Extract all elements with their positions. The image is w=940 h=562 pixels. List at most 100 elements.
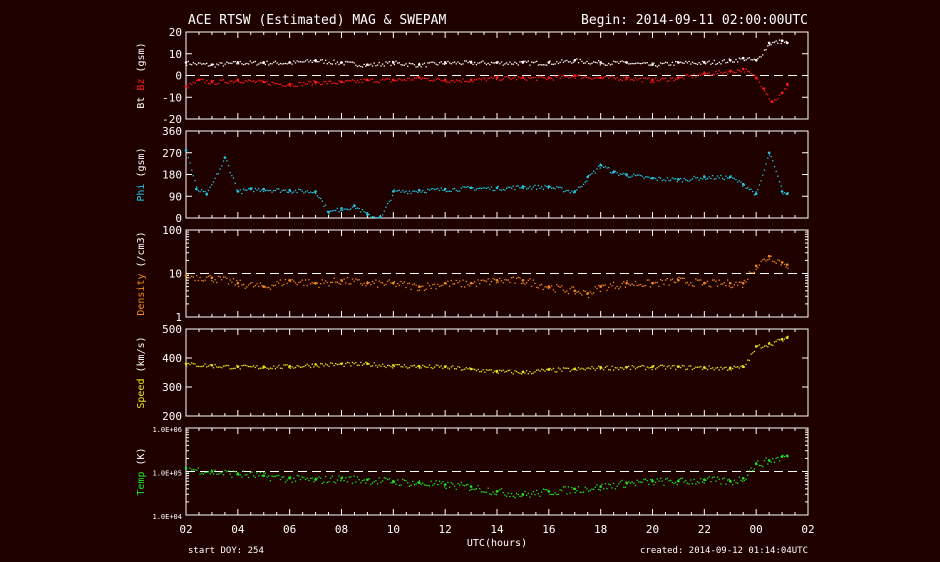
data-point <box>767 346 769 348</box>
data-point <box>648 77 650 79</box>
data-point <box>629 284 632 287</box>
data-point <box>514 61 516 64</box>
data-point <box>247 365 250 368</box>
data-point <box>738 281 740 283</box>
data-point <box>422 189 424 192</box>
data-point <box>189 277 191 279</box>
x-tick-label: 12 <box>439 523 452 536</box>
data-point <box>428 285 431 287</box>
data-point <box>258 188 260 190</box>
data-point <box>758 56 761 58</box>
data-point <box>525 282 528 284</box>
data-point <box>201 365 203 368</box>
data-point <box>358 64 360 67</box>
data-point <box>239 189 241 191</box>
data-point <box>321 279 323 281</box>
chart-title: ACE RTSW (Estimated) MAG & SWEPAM <box>188 13 447 28</box>
data-point <box>696 366 699 369</box>
data-point <box>221 62 223 64</box>
data-point <box>673 64 675 66</box>
data-point <box>333 277 335 279</box>
data-point <box>728 479 732 483</box>
data-point <box>561 285 563 287</box>
data-point <box>206 471 208 473</box>
data-point <box>237 474 240 476</box>
data-point <box>343 278 345 280</box>
data-point <box>636 284 638 287</box>
data-point <box>191 275 193 277</box>
data-point <box>279 367 282 369</box>
data-point <box>229 368 231 370</box>
data-point <box>752 352 754 354</box>
data-point <box>557 186 560 189</box>
data-point <box>237 81 240 83</box>
data-point <box>659 79 662 81</box>
data-point <box>256 283 258 285</box>
data-point <box>254 187 256 190</box>
data-point <box>390 64 392 67</box>
data-point <box>269 367 272 369</box>
data-point <box>780 42 782 45</box>
data-point <box>480 491 483 493</box>
data-point <box>269 288 272 290</box>
data-point <box>450 190 452 193</box>
data-point <box>371 482 374 484</box>
data-point <box>681 62 684 64</box>
data-point <box>713 59 715 62</box>
data-point <box>706 477 709 480</box>
data-point <box>748 470 751 472</box>
data-point <box>603 488 605 490</box>
data-point <box>782 193 784 195</box>
data-point <box>327 210 330 214</box>
data-point <box>698 279 700 281</box>
data-point <box>534 282 536 285</box>
data-point <box>604 483 607 485</box>
data-point <box>706 280 709 283</box>
data-point <box>502 369 504 371</box>
data-point <box>274 284 277 286</box>
data-point <box>400 280 402 283</box>
data-point <box>494 62 496 64</box>
data-point <box>525 61 528 63</box>
data-point <box>735 281 737 283</box>
data-point <box>624 79 627 81</box>
data-point <box>219 168 221 170</box>
data-point <box>365 285 367 287</box>
data-point <box>604 366 607 369</box>
data-point <box>407 77 409 80</box>
data-point <box>323 481 325 483</box>
x-tick-label: 10 <box>387 523 400 536</box>
data-point <box>368 478 370 480</box>
data-point <box>445 487 447 490</box>
data-point <box>314 192 317 195</box>
data-point <box>728 58 732 62</box>
data-point <box>723 477 725 479</box>
data-point <box>291 192 293 194</box>
data-point <box>469 186 471 189</box>
data-point <box>752 74 754 76</box>
data-point <box>541 186 543 188</box>
data-point <box>713 369 715 371</box>
data-point <box>648 367 650 369</box>
data-point <box>623 486 625 488</box>
data-point <box>780 91 784 95</box>
data-point <box>507 492 509 494</box>
data-point <box>775 262 777 264</box>
data-point <box>742 185 744 187</box>
data-point <box>226 82 228 84</box>
data-point <box>217 64 220 66</box>
data-point <box>492 371 494 374</box>
data-point <box>356 279 359 281</box>
data-point <box>504 279 506 281</box>
data-point <box>286 84 288 86</box>
data-point <box>455 63 457 65</box>
data-point <box>206 62 208 65</box>
data-point <box>688 284 690 286</box>
data-point <box>743 184 746 186</box>
data-point <box>728 478 730 480</box>
data-point <box>586 175 590 179</box>
data-point <box>703 478 706 481</box>
data-point <box>505 75 508 78</box>
data-point <box>591 172 593 175</box>
data-point <box>586 293 588 296</box>
